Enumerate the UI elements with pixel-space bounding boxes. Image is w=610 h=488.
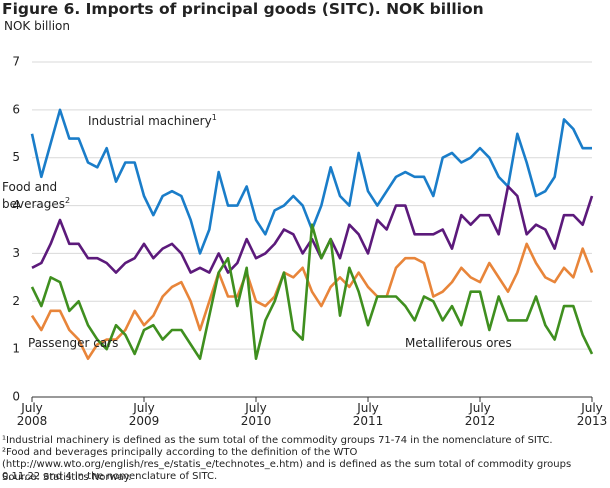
series-label: Food and beverages2 bbox=[2, 180, 97, 211]
y-tick-label: 0 bbox=[12, 390, 20, 404]
series-line bbox=[30, 242, 594, 361]
series-name: Food and beverages bbox=[2, 180, 66, 211]
footnote: ²Food and beverages principally accordin… bbox=[2, 447, 572, 482]
y-tick-label: 6 bbox=[12, 102, 20, 116]
series-name: Industrial machinery bbox=[88, 114, 212, 128]
footnote-ref: 2 bbox=[65, 196, 71, 205]
series-name: Metalliferous ores bbox=[405, 336, 512, 350]
chart-title: Figure 6. Imports of principal goods (SI… bbox=[2, 0, 484, 18]
y-axis-label: NOK billion bbox=[4, 19, 71, 33]
footnote: ¹Industrial machinery is defined as the … bbox=[2, 435, 553, 446]
x-tick-label: July 2011 bbox=[352, 401, 384, 428]
y-tick-label: 1 bbox=[12, 342, 20, 356]
y-tick-label: 5 bbox=[12, 150, 20, 164]
x-tick-label: July 2010 bbox=[240, 401, 272, 428]
y-tick-label: 2 bbox=[12, 294, 20, 308]
y-tick-label: 7 bbox=[12, 55, 20, 69]
x-tick-label: July 2013 bbox=[576, 401, 608, 428]
x-tick-label: July 2009 bbox=[128, 401, 160, 428]
footnote-ref: 1 bbox=[211, 113, 217, 122]
y-tick-label: 3 bbox=[12, 246, 20, 260]
series-line bbox=[30, 223, 594, 361]
footnote: Source: Statistics Norway. bbox=[2, 472, 132, 483]
series-label: Industrial machinery1 bbox=[88, 111, 217, 128]
y-tick-label: 4 bbox=[12, 198, 20, 212]
x-tick-label: July 2008 bbox=[16, 401, 48, 428]
x-tick-label: July 2012 bbox=[464, 401, 496, 428]
series-label: Passenger cars bbox=[28, 336, 118, 350]
series-name: Passenger cars bbox=[28, 336, 119, 350]
series-label: Metalliferous ores bbox=[405, 336, 512, 350]
